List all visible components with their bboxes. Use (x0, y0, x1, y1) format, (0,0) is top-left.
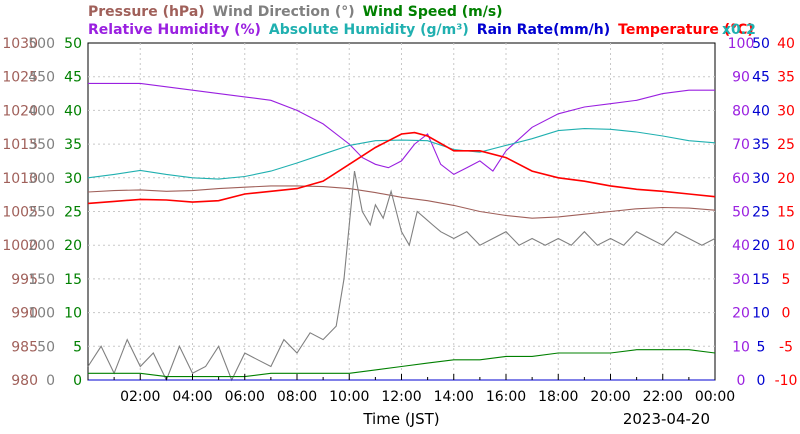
y-tick-label-rh: 40 (732, 238, 750, 254)
y-tick-label-rain: 0 (757, 373, 766, 389)
y-tick-label-wind-speed: 15 (64, 272, 82, 288)
y-tick-label-rh: 50 (732, 205, 750, 221)
y-tick-label-rain: 10 (752, 306, 770, 322)
y-tick-label-wind-speed: 50 (64, 36, 82, 52)
y-tick-label-wind-dir: 450 (28, 70, 55, 86)
series-line-pressure (87, 185, 716, 219)
x-tick-label: 00:00 (695, 389, 735, 405)
x-tick-label: 18:00 (538, 389, 578, 405)
y-tick-label-rh: 80 (732, 103, 750, 119)
y-tick-label-rain: 50 (752, 36, 770, 52)
y-tick-label-wind-dir: 200 (28, 238, 55, 254)
y-tick-label-rh: 70 (732, 137, 750, 153)
y-tick-label-wind-dir: 150 (28, 272, 55, 288)
x-tick-label: 16:00 (486, 389, 526, 405)
y-tick-label-rain: 15 (752, 272, 770, 288)
y-tick-label-rh: 20 (732, 306, 750, 322)
y-tick-label-pressure: 1025 (2, 70, 38, 86)
y-tick-label-temp: 0 (782, 306, 791, 322)
y-tick-label-temp: 40 (777, 36, 795, 52)
y-tick-label-rh: 0 (737, 373, 746, 389)
y-tick-label-pressure: 1000 (2, 238, 38, 254)
x-tick-label: 08:00 (277, 389, 317, 405)
legend-ah-scale: x0.2 (722, 22, 756, 38)
y-tick-label-rain: 20 (752, 238, 770, 254)
x-tick-label: 04:00 (172, 389, 212, 405)
y-tick-label-wind-speed: 35 (64, 137, 82, 153)
y-tick-label-temp: -10 (775, 373, 798, 389)
y-tick-label-rain: 40 (752, 103, 770, 119)
y-tick-label-wind-speed: 45 (64, 70, 82, 86)
y-tick-label-temp: 35 (777, 70, 795, 86)
y-tick-label-pressure: 985 (11, 339, 38, 355)
y-tick-label-wind-dir: 500 (28, 36, 55, 52)
x-axis: 02:00 04:00 06:00 08:00 10:00 12:00 14:00 16:00… (87, 374, 735, 428)
y-tick-label-wind-dir: 350 (28, 137, 55, 153)
y-tick-label-rh: 60 (732, 171, 750, 187)
series-line-temp (87, 131, 716, 205)
series-line-rh (88, 82, 715, 176)
y-tick-label-rain: 30 (752, 171, 770, 187)
x-tick-label: 22:00 (643, 389, 683, 405)
y-tick-label-rh: 30 (732, 272, 750, 288)
legend-ah: Absolute Humidity (g/m³) (269, 22, 469, 38)
x-tick-label: 14:00 (434, 389, 474, 405)
y-tick-label-wind-speed: 20 (64, 238, 82, 254)
y-tick-label-rh: 100 (728, 36, 755, 52)
y-tick-label-wind-speed: 25 (64, 205, 82, 221)
y-tick-label-wind-speed: 5 (73, 339, 82, 355)
y-tick-label-temp: -5 (779, 339, 793, 355)
y-tick-label-wind-dir: 400 (28, 103, 55, 119)
y-tick-label-wind-speed: 10 (64, 306, 82, 322)
legend-rain: Rain Rate(mm/h) (477, 22, 610, 38)
y-tick-label-wind-dir: 300 (28, 171, 55, 187)
series-line-ah (87, 128, 716, 180)
legend-rh: Relative Humidity (%) (88, 22, 261, 38)
x-tick-label: 10:00 (329, 389, 369, 405)
x-axis-title: Time (JST) (362, 410, 439, 428)
y-tick-label-pressure: 980 (11, 373, 38, 389)
y-tick-label-pressure: 1030 (2, 36, 38, 52)
y-tick-label-temp: 15 (777, 205, 795, 221)
legend: Pressure (hPa) Wind Direction (°) Wind Spe… (88, 4, 756, 38)
y-tick-label-wind-dir: 100 (28, 306, 55, 322)
x-tick-label: 06:00 (225, 389, 265, 405)
series-line-wind-dir (87, 170, 716, 382)
legend-wind-dir: Wind Direction (°) (213, 4, 355, 20)
y-tick-label-wind-speed: 30 (64, 171, 82, 187)
y-tick-label-wind-dir: 0 (46, 373, 55, 389)
legend-temp: Temperature (°C) (618, 22, 754, 38)
y-tick-label-pressure: 1005 (2, 205, 38, 221)
axis-tick-labels: 1030102510201015101010051000995990985980… (2, 36, 797, 389)
y-tick-label-pressure: 1020 (2, 103, 38, 119)
grid (88, 43, 715, 380)
y-tick-label-temp: 30 (777, 103, 795, 119)
legend-wind-speed: Wind Speed (m/s) (363, 4, 503, 20)
y-tick-label-wind-speed: 0 (73, 373, 82, 389)
y-tick-label-wind-speed: 40 (64, 103, 82, 119)
y-tick-label-rain: 45 (752, 70, 770, 86)
y-tick-label-temp: 20 (777, 171, 795, 187)
y-tick-label-pressure: 1010 (2, 171, 38, 187)
y-tick-label-rh: 10 (732, 339, 750, 355)
y-tick-label-temp: 10 (777, 238, 795, 254)
y-tick-label-pressure: 995 (11, 272, 38, 288)
y-tick-label-rain: 35 (752, 137, 770, 153)
date-label: 2023-04-20 (623, 410, 710, 428)
y-tick-label-pressure: 1015 (2, 137, 38, 153)
y-tick-label-temp: 5 (782, 272, 791, 288)
legend-pressure: Pressure (hPa) (88, 4, 205, 20)
x-tick-label: 02:00 (120, 389, 160, 405)
y-tick-label-wind-dir: 250 (28, 205, 55, 221)
x-tick-label: 20:00 (590, 389, 630, 405)
y-tick-label-temp: 25 (777, 137, 795, 153)
y-tick-label-rain: 5 (757, 339, 766, 355)
y-tick-label-pressure: 990 (11, 306, 38, 322)
y-tick-label-rh: 90 (732, 70, 750, 86)
x-tick-label: 12:00 (381, 389, 421, 405)
y-tick-label-wind-dir: 50 (37, 339, 55, 355)
y-tick-label-rain: 25 (752, 205, 770, 221)
